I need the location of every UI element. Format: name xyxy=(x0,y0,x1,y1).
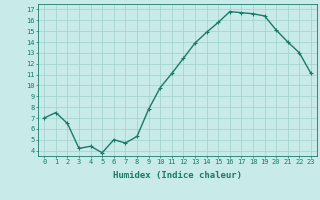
X-axis label: Humidex (Indice chaleur): Humidex (Indice chaleur) xyxy=(113,171,242,180)
